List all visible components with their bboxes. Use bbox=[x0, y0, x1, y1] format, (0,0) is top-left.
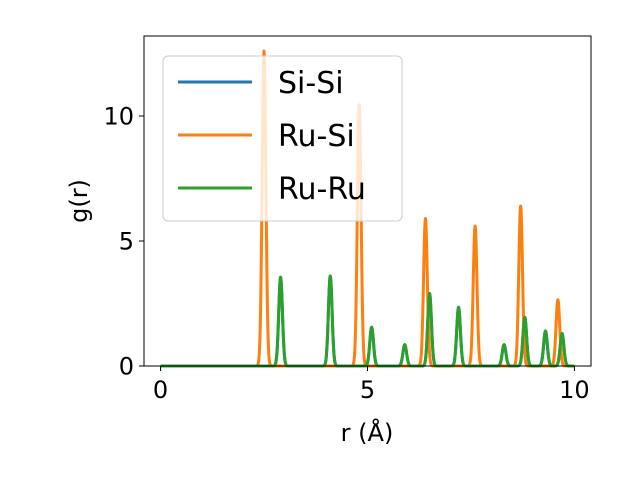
legend-label-ru-si: Ru-Si bbox=[278, 119, 355, 154]
y-tick-label: 5 bbox=[119, 228, 134, 256]
legend: Si-Si Ru-Si Ru-Ru bbox=[162, 55, 403, 222]
series-line-ru-ru bbox=[159, 274, 576, 368]
legend-box bbox=[162, 55, 403, 222]
x-tick-label: 10 bbox=[559, 376, 590, 404]
legend-label-ru-ru: Ru-Ru bbox=[278, 172, 366, 207]
x-tick-label: 5 bbox=[360, 376, 375, 404]
y-tick-label: 10 bbox=[103, 103, 134, 131]
x-axis-label: r (Å) bbox=[341, 418, 394, 447]
x-tick-label: 0 bbox=[153, 376, 168, 404]
legend-label-si-si: Si-Si bbox=[278, 66, 344, 101]
y-tick-label: 0 bbox=[119, 353, 134, 381]
axes-layer: 0 5 10 0 5 10 bbox=[103, 103, 589, 405]
y-axis-label: g(r) bbox=[65, 179, 93, 223]
